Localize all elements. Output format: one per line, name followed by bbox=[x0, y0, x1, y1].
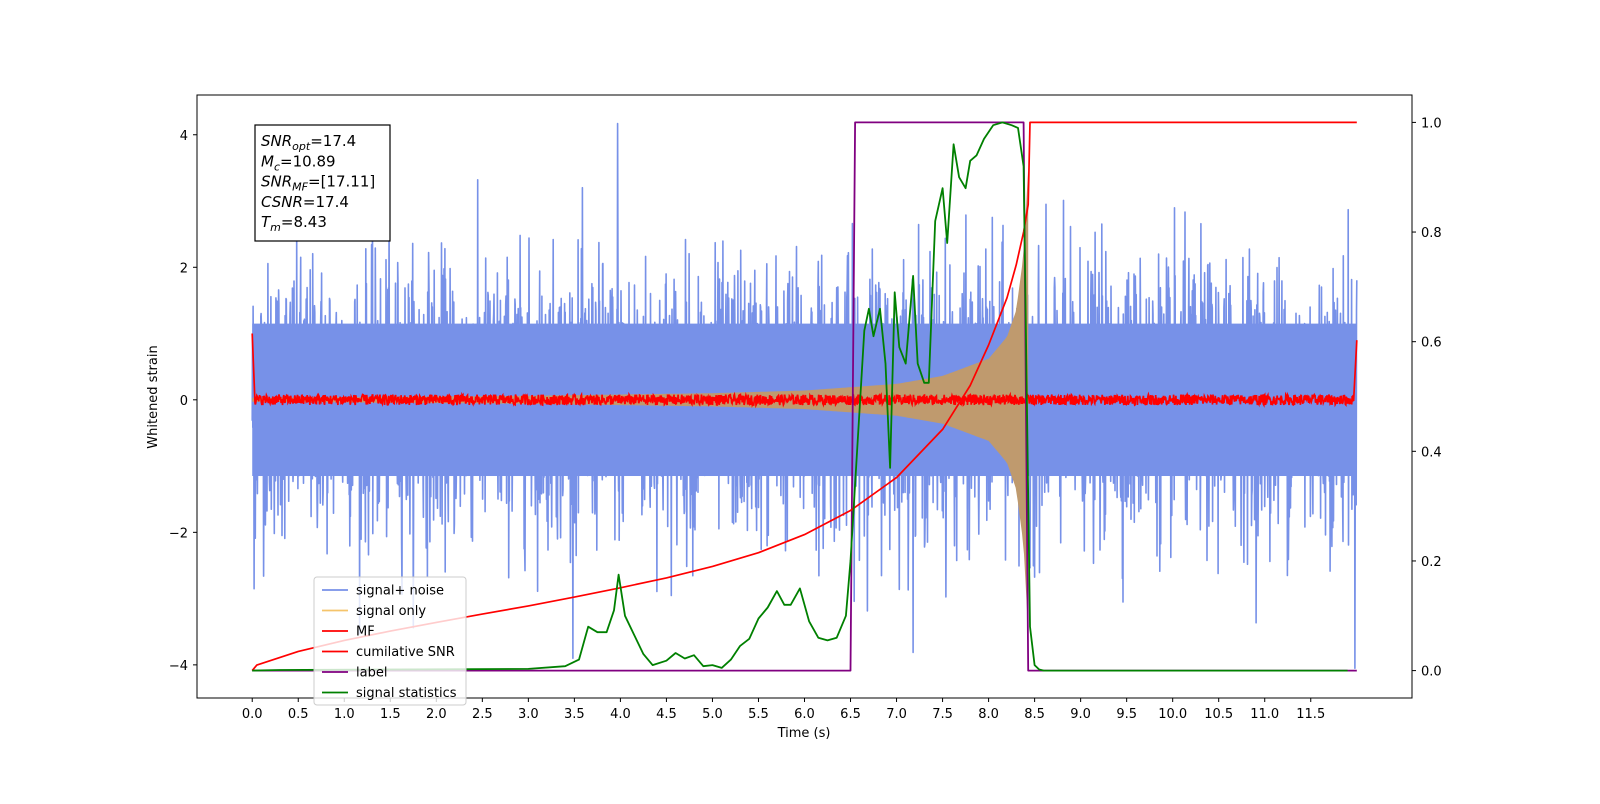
y-tick-label: −4 bbox=[169, 659, 188, 674]
x-axis-label: Time (s) bbox=[777, 726, 831, 741]
x-tick-label: 8.0 bbox=[978, 707, 999, 722]
y-tick-label: 4 bbox=[180, 129, 188, 144]
x-tick-label: 5.0 bbox=[702, 707, 723, 722]
y-right-tick-label: 0.4 bbox=[1421, 445, 1442, 460]
x-tick-label: 0.5 bbox=[288, 707, 309, 722]
x-tick-label: 4.0 bbox=[610, 707, 631, 722]
legend-frame bbox=[313, 576, 467, 706]
legend-label: cumilative SNR bbox=[356, 645, 455, 660]
x-tick-label: 0.0 bbox=[242, 707, 263, 722]
x-tick-label: 6.0 bbox=[794, 707, 815, 722]
y-axis-left: −4 −2 0 2 4 bbox=[169, 129, 197, 674]
x-tick-label: 1.0 bbox=[334, 707, 355, 722]
annotation-line: SNRMF=[17.11] bbox=[261, 173, 375, 194]
y-right-tick-label: 1.0 bbox=[1421, 116, 1442, 131]
y-right-tick-label: 0.6 bbox=[1421, 336, 1442, 351]
annotation-line: Tm=8.43 bbox=[261, 213, 327, 234]
y-tick-label: −2 bbox=[169, 526, 188, 541]
y-axis-label: Whitened strain bbox=[146, 345, 161, 448]
x-tick-label: 4.5 bbox=[656, 707, 677, 722]
y-tick-label: 2 bbox=[180, 261, 188, 276]
legend-label: signal only bbox=[356, 604, 426, 619]
plot-area bbox=[251, 121, 1358, 672]
series-mf-line bbox=[251, 333, 1358, 409]
y-right-tick-label: 0.2 bbox=[1421, 555, 1442, 570]
x-tick-label: 6.5 bbox=[840, 707, 861, 722]
x-tick-label: 11.0 bbox=[1250, 707, 1279, 722]
legend-label: MF bbox=[356, 625, 375, 640]
series-signal-statistics-line bbox=[252, 121, 1348, 672]
annotation-line: SNRopt=17.4 bbox=[261, 132, 356, 153]
x-tick-label: 10.5 bbox=[1204, 707, 1233, 722]
x-tick-label: 9.5 bbox=[1116, 707, 1137, 722]
x-tick-label: 2.5 bbox=[472, 707, 493, 722]
x-tick-label: 5.5 bbox=[748, 707, 769, 722]
x-tick-label: 3.5 bbox=[564, 707, 585, 722]
x-axis: 0.0 0.5 1.0 1.5 2.0 2.5 3.0 3.5 4.0 4.5 5.0 5.5 6.0 6… bbox=[242, 698, 1325, 722]
y-axis-right: 0.0 0.2 0.4 0.6 0.8 1.0 bbox=[1412, 116, 1442, 680]
x-tick-label: 2.0 bbox=[426, 707, 447, 722]
annotation-line: CSNR=17.4 bbox=[261, 193, 349, 211]
x-tick-label: 10.0 bbox=[1158, 707, 1187, 722]
x-tick-label: 11.5 bbox=[1296, 707, 1325, 722]
x-tick-label: 7.0 bbox=[886, 707, 907, 722]
legend-label: label bbox=[356, 666, 387, 681]
y-tick-label: 0 bbox=[180, 394, 188, 409]
y-right-tick-label: 0.8 bbox=[1421, 226, 1442, 241]
legend-label: signal+ noise bbox=[356, 584, 444, 599]
x-tick-label: 3.0 bbox=[518, 707, 539, 722]
annotation-frame bbox=[254, 124, 391, 242]
stats-annotation: SNRopt=17.4Mc=10.89SNRMF=[17.11]CSNR=17.… bbox=[254, 124, 391, 242]
x-tick-label: 9.0 bbox=[1070, 707, 1091, 722]
annotation-line: Mc=10.89 bbox=[261, 152, 336, 173]
legend: signal+ noise signal only MF cumilative SNR… bbox=[313, 576, 467, 706]
y-right-tick-label: 0.0 bbox=[1421, 665, 1442, 680]
x-tick-label: 1.5 bbox=[380, 707, 401, 722]
x-tick-label: 7.5 bbox=[932, 707, 953, 722]
x-tick-label: 8.5 bbox=[1024, 707, 1045, 722]
legend-label: signal statistics bbox=[356, 686, 457, 701]
